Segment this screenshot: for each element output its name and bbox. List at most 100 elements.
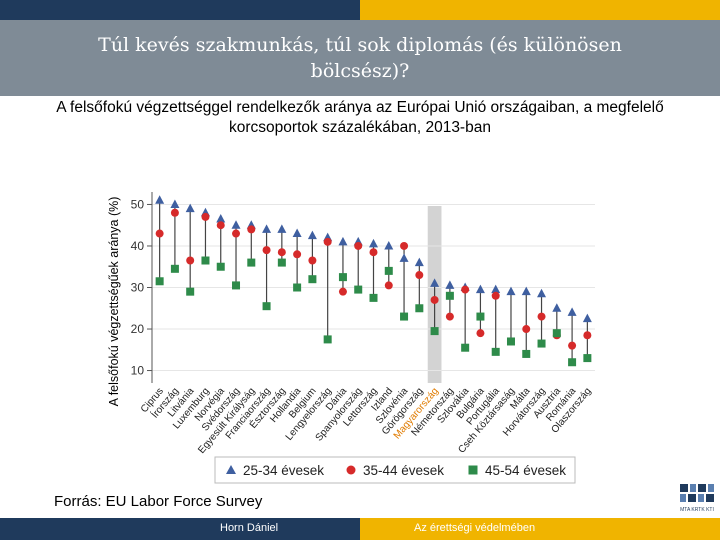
bottom-bar-right: [360, 518, 720, 540]
legend-label: 45-54 évesek: [485, 463, 566, 478]
top-bar-right: [360, 0, 720, 20]
point-35-44: [522, 325, 531, 334]
legend-label: 25-34 évesek: [243, 463, 324, 478]
point-45-54: [277, 258, 286, 267]
legend-box: [214, 456, 576, 484]
y-tick-label: 20: [131, 322, 145, 336]
point-25-34: [537, 288, 547, 298]
point-25-34: [292, 228, 302, 238]
point-45-54: [216, 262, 225, 271]
legend-label: 35-44 évesek: [363, 463, 444, 478]
point-25-34: [414, 257, 424, 267]
point-45-54: [568, 358, 577, 367]
point-35-44: [568, 341, 577, 350]
point-25-34: [185, 203, 195, 213]
point-45-54: [491, 347, 500, 356]
point-45-54: [354, 285, 363, 294]
point-45-54: [415, 304, 424, 313]
source-note: Forrás: EU Labor Force Survey: [54, 493, 263, 510]
point-45-54: [186, 287, 195, 296]
point-35-44: [232, 229, 241, 238]
point-45-54: [552, 329, 561, 338]
point-35-44: [354, 241, 363, 250]
point-35-44: [384, 281, 393, 290]
legend-marker-45-54: [468, 465, 478, 475]
point-45-54: [201, 256, 210, 265]
point-35-44: [338, 287, 347, 296]
point-35-44: [323, 237, 332, 246]
point-25-34: [369, 238, 378, 248]
y-tick-label: 10: [131, 364, 145, 378]
institute-logo: MTA KRTK KTI: [680, 484, 714, 513]
point-35-44: [201, 212, 210, 221]
point-35-44: [155, 229, 164, 238]
point-35-44: [415, 271, 424, 280]
point-25-34: [277, 224, 287, 233]
legend-marker-25-34: [226, 465, 236, 474]
point-35-44: [537, 312, 546, 321]
footer-motto: Az érettségi védelmében: [414, 522, 536, 534]
point-35-44: [583, 331, 592, 340]
point-35-44: [186, 256, 195, 265]
point-45-54: [506, 337, 515, 346]
point-45-54: [232, 281, 241, 290]
top-bar-left: [0, 0, 360, 20]
point-45-54: [262, 302, 271, 311]
point-45-54: [308, 275, 317, 284]
point-45-54: [384, 266, 393, 275]
point-35-44: [369, 248, 378, 257]
y-axis-label: A felsőfokú végzettségűek aránya (%): [107, 197, 121, 407]
point-45-54: [583, 354, 592, 363]
point-35-44: [476, 329, 485, 338]
point-25-34: [430, 278, 440, 287]
point-25-34: [170, 199, 180, 208]
title-band: Túl kevés szakmunkás, túl sok diplomás (…: [0, 20, 720, 96]
point-25-34: [521, 286, 531, 296]
y-tick-label: 40: [131, 239, 145, 253]
point-25-34: [399, 253, 409, 262]
point-25-34: [475, 284, 485, 294]
point-35-44: [430, 295, 439, 304]
point-35-44: [400, 241, 409, 250]
point-35-44: [308, 256, 317, 265]
point-25-34: [307, 230, 317, 240]
point-45-54: [445, 291, 454, 300]
point-45-54: [323, 335, 332, 344]
point-25-34: [216, 213, 226, 223]
point-45-54: [430, 327, 439, 336]
point-45-54: [400, 312, 409, 321]
logo-text: MTA KRTK KTI: [680, 507, 714, 513]
point-25-34: [262, 224, 272, 233]
point-25-34: [155, 195, 165, 204]
bottom-bar-left: [0, 518, 360, 540]
slide-subtitle: A felsőfokú végzettséggel rendelkezők ar…: [56, 99, 664, 136]
point-35-44: [461, 285, 470, 294]
point-45-54: [155, 277, 164, 286]
point-35-44: [216, 221, 225, 230]
point-25-34: [338, 236, 348, 246]
point-45-54: [369, 293, 378, 302]
point-45-54: [461, 343, 470, 352]
point-25-34: [567, 307, 577, 316]
point-35-44: [170, 208, 179, 217]
point-25-34: [491, 284, 501, 294]
point-25-34: [552, 303, 562, 312]
scatter-chart: 10 20 30 40 50 A felsőfokú végzettségűek arán…: [107, 192, 595, 484]
point-35-44: [491, 291, 500, 300]
legend-marker-35-44: [346, 465, 356, 475]
point-45-54: [247, 258, 256, 267]
point-45-54: [537, 339, 546, 348]
point-25-34: [384, 240, 394, 250]
point-35-44: [262, 246, 271, 255]
point-45-54: [476, 312, 485, 321]
slide-title: Túl kevés szakmunkás, túl sok diplomás (…: [98, 34, 622, 82]
point-25-34: [582, 313, 592, 323]
point-35-44: [445, 312, 454, 321]
point-25-34: [231, 220, 241, 229]
point-35-44: [247, 225, 256, 234]
point-25-34: [506, 286, 516, 296]
point-45-54: [522, 349, 531, 358]
point-25-34: [445, 280, 455, 289]
footer-author: Horn Dániel: [220, 522, 279, 534]
point-45-54: [338, 273, 347, 282]
